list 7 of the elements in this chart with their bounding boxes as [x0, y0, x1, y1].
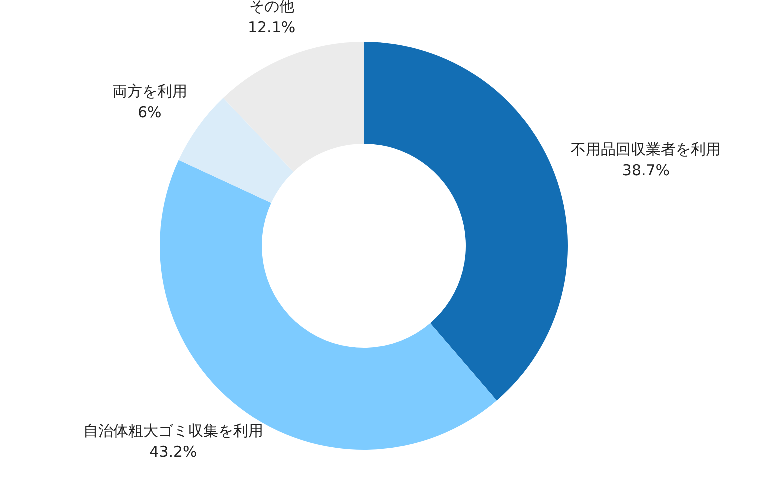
- slice-label: 不用品回収業者を利用: [571, 140, 722, 158]
- data-label: 6%: [138, 104, 162, 122]
- slice-label: 自治体粗大ゴミ収集を利用: [83, 422, 264, 440]
- data-label: 12.1%: [248, 18, 296, 36]
- slice-label: 両方を利用: [112, 82, 188, 101]
- data-label: 43.2%: [150, 443, 198, 462]
- data-label: 38.7%: [622, 161, 670, 180]
